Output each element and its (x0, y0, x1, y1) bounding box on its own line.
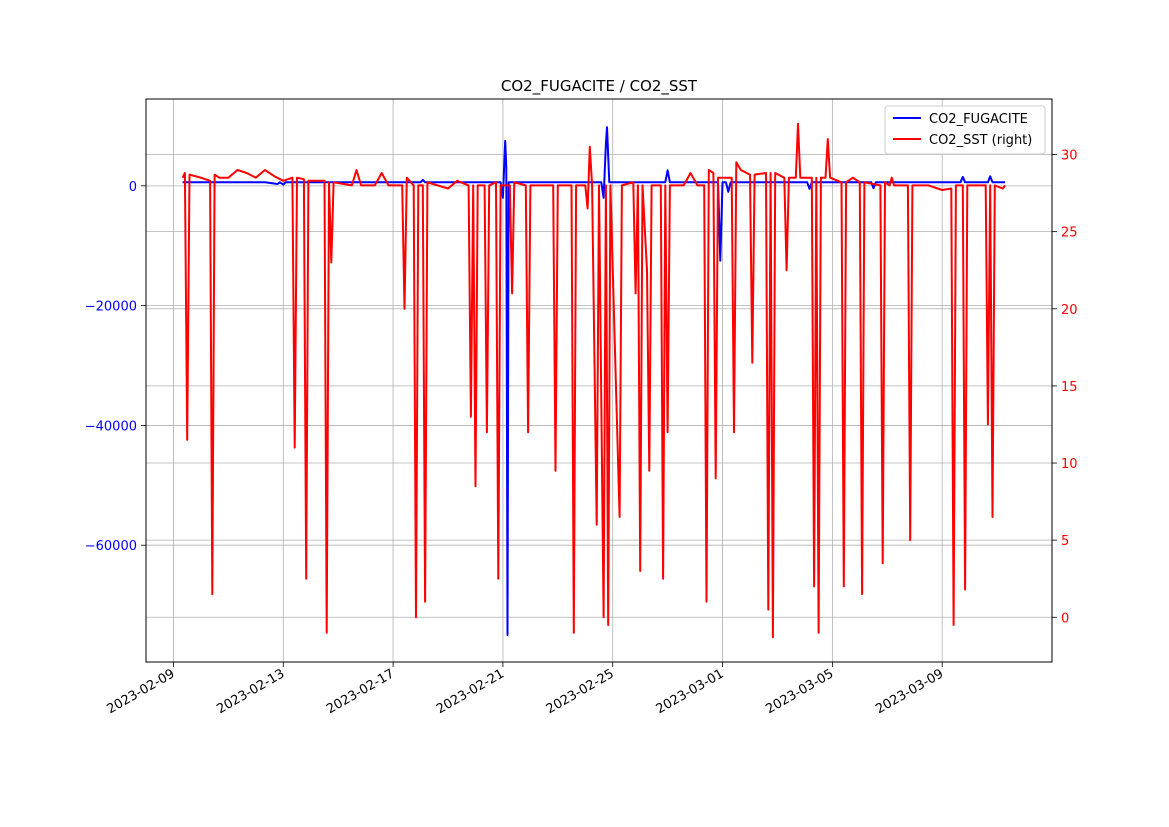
y-right-tick-label: 0 (1061, 611, 1069, 626)
legend-label-co2-fugacite: CO2_FUGACITE (929, 112, 1028, 127)
y-right-tick-label: 25 (1061, 226, 1078, 241)
y-right-tick-label: 15 (1061, 380, 1078, 395)
y-left-tick-label: −40000 (85, 419, 137, 434)
y-left-tick-label: −60000 (85, 539, 137, 554)
legend-label-co2-sst: CO2_SST (right) (929, 133, 1032, 148)
y-right-tick-label: 10 (1061, 457, 1078, 472)
y-right-tick-label: 20 (1061, 303, 1078, 318)
y-right-tick-label: 5 (1061, 534, 1069, 549)
series-layer (181, 122, 1006, 639)
y-left-tick-label: 0 (129, 180, 137, 195)
y-left-tick-label: −20000 (85, 300, 137, 315)
chart-title: CO2_FUGACITE / CO2_SST (501, 77, 698, 96)
legend: CO2_FUGACITE CO2_SST (right) (884, 105, 1046, 155)
series-line-co2-sst (181, 122, 1006, 639)
legend-box (884, 105, 1046, 155)
y-right-tick-label: 30 (1061, 149, 1078, 164)
plot-frame (145, 98, 1053, 663)
